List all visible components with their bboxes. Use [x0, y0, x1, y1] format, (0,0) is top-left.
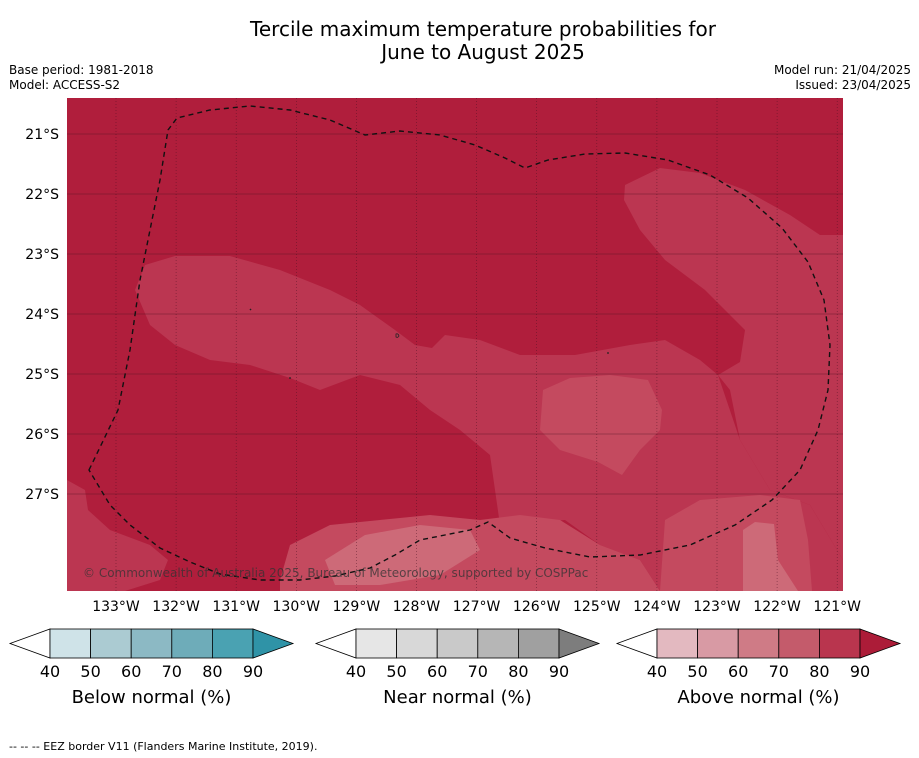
colorbar-min-extension: [314, 628, 357, 659]
latitude-label: 25°S: [25, 367, 59, 383]
colorbar-max-extension: [252, 628, 295, 659]
colorbar-max-extension: [558, 628, 601, 659]
latitude-label: 22°S: [25, 187, 59, 203]
colorbar-box: [130, 628, 173, 659]
longitude-label: 130°W: [273, 599, 321, 615]
colorbar-tick-label: 70: [769, 662, 789, 681]
latitude-label: 21°S: [25, 127, 59, 143]
colorbar-box: [778, 628, 820, 659]
latitude-label: 26°S: [25, 427, 59, 443]
colorbar-3: 40 50 60 70 80 90 Above normal (%): [615, 628, 902, 708]
colorbar-box: [211, 628, 254, 659]
colorbar-tick-label: 80: [508, 662, 528, 681]
colorbar-title: Above normal (%): [677, 687, 839, 708]
colorbar-box: [477, 628, 519, 659]
longitude-label: 128°W: [393, 599, 441, 615]
colorbar-2: 40 50 60 70 80 90 Near normal (%): [314, 628, 601, 708]
colorbar-tick-label: 60: [121, 662, 141, 681]
colorbar-max-extension: [859, 628, 902, 659]
colorbar-title: Near normal (%): [383, 687, 532, 708]
zone-above-80-southwest: [67, 480, 168, 591]
island-1: [249, 308, 252, 311]
colorbar-tick-label: 80: [202, 662, 222, 681]
colorbar-tick-label: 90: [243, 662, 263, 681]
colorbar-box: [396, 628, 438, 659]
longitude-label: 126°W: [513, 599, 561, 615]
eez-border: [88, 105, 831, 581]
meta-right: Model run: 21/04/2025 Issued: 23/04/2025: [774, 63, 911, 93]
latitude-label: 23°S: [25, 247, 59, 263]
model-name: Model: ACCESS-S2: [9, 78, 121, 92]
colorbar-title: Below normal (%): [72, 687, 232, 708]
map-title-line2: June to August 2025: [381, 40, 585, 64]
probability-field: © Commonwealth of Australia 2025, Bureau…: [67, 98, 843, 591]
colorbar-tick-label: 60: [427, 662, 447, 681]
map-title: Tercile maximum temperature probabilitie…: [0, 18, 919, 64]
colorbar-min-extension: [615, 628, 658, 659]
colorbar-tick-label: 40: [647, 662, 667, 681]
zone-above-80-central: [135, 256, 843, 591]
colorbar-tick-label: 40: [40, 662, 60, 681]
map-title-line1: Tercile maximum temperature probabilitie…: [250, 17, 716, 41]
colorbar-tick-label: 70: [468, 662, 488, 681]
gridlines: [67, 98, 843, 591]
colorbar-tick-label: 40: [346, 662, 366, 681]
colorbar-box: [819, 628, 861, 659]
latitude-labels: 21°S 22°S 23°S 24°S 25°S 26°S 27°S: [25, 127, 59, 503]
base-period: Base period: 1981-2018: [9, 63, 154, 77]
longitude-label: 131°W: [212, 599, 260, 615]
colorbar-tick-label: 90: [549, 662, 569, 681]
colorbar-box: [436, 628, 479, 659]
colorbar-tick-label: 70: [162, 662, 182, 681]
copyright-text: © Commonwealth of Australia 2025, Bureau…: [83, 566, 588, 580]
colorbar-tick-label: 90: [850, 662, 870, 681]
island-2: [395, 333, 400, 338]
colorbar-tick-label: 80: [809, 662, 829, 681]
longitude-label: 132°W: [152, 599, 200, 615]
colorbar-tick-label: 50: [386, 662, 406, 681]
colorbar-ticks: 40 50 60 70 80 90: [647, 662, 870, 681]
colorbar-box: [90, 628, 132, 659]
colorbar-tick-label: 60: [728, 662, 748, 681]
zone-above-80-east: [624, 168, 843, 591]
longitude-label: 125°W: [573, 599, 621, 615]
zone-above-60-southeast: [743, 522, 798, 591]
zone-above-60-east-patch: [540, 375, 662, 475]
colorbars: 40 50 60 70 80 90 Below normal (%) 40 50 60 70 80 90…: [8, 628, 902, 708]
colorbar-tick-label: 50: [687, 662, 707, 681]
colorbar-box: [737, 628, 780, 659]
latitude-label: 24°S: [25, 307, 59, 323]
longitude-label: 129°W: [333, 599, 381, 615]
longitude-label: 122°W: [753, 599, 801, 615]
colorbar-box: [49, 628, 91, 659]
longitude-label: 123°W: [693, 599, 741, 615]
colorbar-box: [171, 628, 213, 659]
longitude-label: 127°W: [453, 599, 501, 615]
longitude-label: 133°W: [92, 599, 140, 615]
colorbar-box: [518, 628, 560, 659]
longitude-label: 124°W: [633, 599, 681, 615]
meta-left: Base period: 1981-2018 Model: ACCESS-S2: [9, 63, 154, 93]
colorbar-ticks: 40 50 60 70 80 90: [346, 662, 569, 681]
colorbar-min-extension: [8, 628, 51, 659]
colorbar-ticks: 40 50 60 70 80 90: [40, 662, 263, 681]
map-canvas: © Commonwealth of Australia 2025, Bureau…: [8, 98, 902, 708]
colorbar-box: [697, 628, 739, 659]
colorbar-1: 40 50 60 70 80 90 Below normal (%): [8, 628, 295, 708]
longitude-labels: 133°W 132°W 131°W 130°W 129°W 128°W 127°W 126°W…: [92, 599, 861, 615]
colorbar-box: [355, 628, 397, 659]
model-run: Model run: 21/04/2025: [773, 63, 911, 77]
colorbar-box: [656, 628, 698, 659]
colorbar-tick-label: 50: [80, 662, 100, 681]
longitude-label: 121°W: [813, 599, 861, 615]
eez-legend-footer: -- -- -- EEZ border V11 (Flanders Marine…: [9, 740, 318, 753]
issued-date: Issued: 23/04/2025: [795, 78, 911, 92]
latitude-label: 27°S: [25, 487, 59, 503]
